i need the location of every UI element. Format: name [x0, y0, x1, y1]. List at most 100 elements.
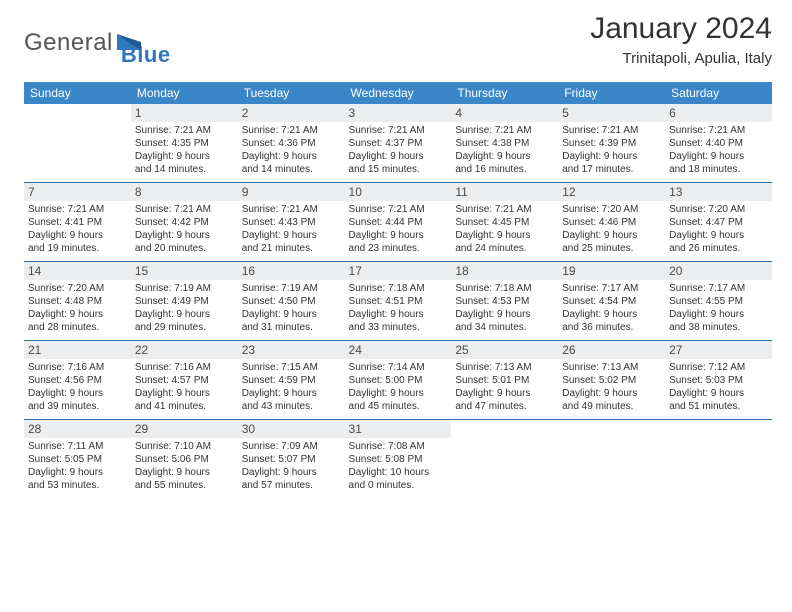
day-line: Sunset: 4:50 PM	[242, 295, 341, 308]
header-row: General Blue January 2024 Trinitapoli, A…	[24, 12, 772, 68]
day-line: and 55 minutes.	[135, 479, 234, 492]
day-number: 13	[665, 183, 772, 201]
day-line: Daylight: 9 hours	[135, 387, 234, 400]
calendar-cell: 30Sunrise: 7:09 AMSunset: 5:07 PMDayligh…	[238, 420, 345, 499]
day-line: Sunset: 4:42 PM	[135, 216, 234, 229]
day-line: Sunset: 4:35 PM	[135, 137, 234, 150]
calendar-cell: 13Sunrise: 7:20 AMSunset: 4:47 PMDayligh…	[665, 183, 772, 262]
day-line: Sunrise: 7:21 AM	[455, 124, 554, 137]
day-body: Sunrise: 7:21 AMSunset: 4:41 PMDaylight:…	[24, 201, 131, 261]
day-line: and 21 minutes.	[242, 242, 341, 255]
day-line: Sunrise: 7:21 AM	[135, 203, 234, 216]
day-line: Sunrise: 7:21 AM	[349, 124, 448, 137]
day-line: Sunrise: 7:08 AM	[349, 440, 448, 453]
calendar-cell	[665, 420, 772, 499]
day-line: Sunset: 4:59 PM	[242, 374, 341, 387]
day-line: Sunset: 4:40 PM	[669, 137, 768, 150]
calendar-cell: 3Sunrise: 7:21 AMSunset: 4:37 PMDaylight…	[345, 104, 452, 183]
day-line: and 39 minutes.	[28, 400, 127, 413]
day-number: 6	[665, 104, 772, 122]
day-line: Sunset: 4:48 PM	[28, 295, 127, 308]
calendar-cell: 6Sunrise: 7:21 AMSunset: 4:40 PMDaylight…	[665, 104, 772, 183]
day-number: 27	[665, 341, 772, 359]
day-number: 20	[665, 262, 772, 280]
calendar-cell: 10Sunrise: 7:21 AMSunset: 4:44 PMDayligh…	[345, 183, 452, 262]
day-line: and 53 minutes.	[28, 479, 127, 492]
day-number: 1	[131, 104, 238, 122]
day-number: 3	[345, 104, 452, 122]
weekday-header: Sunday	[24, 82, 131, 104]
day-line: Sunrise: 7:20 AM	[669, 203, 768, 216]
day-line: Sunset: 4:45 PM	[455, 216, 554, 229]
calendar-cell: 2Sunrise: 7:21 AMSunset: 4:36 PMDaylight…	[238, 104, 345, 183]
day-body: Sunrise: 7:21 AMSunset: 4:35 PMDaylight:…	[131, 122, 238, 182]
day-line: Sunset: 4:36 PM	[242, 137, 341, 150]
day-line: and 36 minutes.	[562, 321, 661, 334]
day-line: Daylight: 9 hours	[135, 308, 234, 321]
day-body: Sunrise: 7:19 AMSunset: 4:50 PMDaylight:…	[238, 280, 345, 340]
logo-triangle-icon	[117, 28, 141, 50]
day-line: and 26 minutes.	[669, 242, 768, 255]
day-number: 26	[558, 341, 665, 359]
day-line: Sunrise: 7:21 AM	[669, 124, 768, 137]
calendar-cell: 8Sunrise: 7:21 AMSunset: 4:42 PMDaylight…	[131, 183, 238, 262]
weekday-header: Monday	[131, 82, 238, 104]
calendar-cell: 23Sunrise: 7:15 AMSunset: 4:59 PMDayligh…	[238, 341, 345, 420]
day-number: 15	[131, 262, 238, 280]
day-line: Daylight: 9 hours	[28, 466, 127, 479]
day-body: Sunrise: 7:21 AMSunset: 4:38 PMDaylight:…	[451, 122, 558, 182]
day-number: 19	[558, 262, 665, 280]
day-line: Daylight: 9 hours	[135, 466, 234, 479]
day-line: Daylight: 9 hours	[242, 387, 341, 400]
day-number: 18	[451, 262, 558, 280]
calendar-cell: 14Sunrise: 7:20 AMSunset: 4:48 PMDayligh…	[24, 262, 131, 341]
day-line: and 45 minutes.	[349, 400, 448, 413]
calendar-cell: 26Sunrise: 7:13 AMSunset: 5:02 PMDayligh…	[558, 341, 665, 420]
day-line: and 49 minutes.	[562, 400, 661, 413]
day-number: 16	[238, 262, 345, 280]
calendar-week: 14Sunrise: 7:20 AMSunset: 4:48 PMDayligh…	[24, 262, 772, 341]
day-body: Sunrise: 7:21 AMSunset: 4:45 PMDaylight:…	[451, 201, 558, 261]
day-line: Sunset: 5:00 PM	[349, 374, 448, 387]
day-body: Sunrise: 7:18 AMSunset: 4:51 PMDaylight:…	[345, 280, 452, 340]
day-line: Sunrise: 7:20 AM	[28, 282, 127, 295]
day-number: 21	[24, 341, 131, 359]
calendar-cell: 12Sunrise: 7:20 AMSunset: 4:46 PMDayligh…	[558, 183, 665, 262]
day-line: Daylight: 9 hours	[455, 387, 554, 400]
calendar-cell: 11Sunrise: 7:21 AMSunset: 4:45 PMDayligh…	[451, 183, 558, 262]
day-body: Sunrise: 7:21 AMSunset: 4:43 PMDaylight:…	[238, 201, 345, 261]
day-line: and 31 minutes.	[242, 321, 341, 334]
calendar-cell: 29Sunrise: 7:10 AMSunset: 5:06 PMDayligh…	[131, 420, 238, 499]
calendar-cell: 20Sunrise: 7:17 AMSunset: 4:55 PMDayligh…	[665, 262, 772, 341]
calendar-cell: 21Sunrise: 7:16 AMSunset: 4:56 PMDayligh…	[24, 341, 131, 420]
logo-text-general: General	[24, 29, 113, 57]
weekday-header: Wednesday	[345, 82, 452, 104]
day-body: Sunrise: 7:21 AMSunset: 4:37 PMDaylight:…	[345, 122, 452, 182]
day-line: Sunrise: 7:12 AM	[669, 361, 768, 374]
day-line: Daylight: 9 hours	[562, 308, 661, 321]
day-line: and 16 minutes.	[455, 163, 554, 176]
day-line: Daylight: 9 hours	[349, 150, 448, 163]
day-line: and 51 minutes.	[669, 400, 768, 413]
day-line: Sunrise: 7:18 AM	[349, 282, 448, 295]
weekday-header: Friday	[558, 82, 665, 104]
day-line: and 34 minutes.	[455, 321, 554, 334]
day-number: 23	[238, 341, 345, 359]
day-line: and 15 minutes.	[349, 163, 448, 176]
day-line: Sunrise: 7:11 AM	[28, 440, 127, 453]
day-line: Sunset: 4:57 PM	[135, 374, 234, 387]
day-body: Sunrise: 7:20 AMSunset: 4:47 PMDaylight:…	[665, 201, 772, 261]
location: Trinitapoli, Apulia, Italy	[590, 50, 772, 67]
day-number: 24	[345, 341, 452, 359]
day-line: Sunrise: 7:09 AM	[242, 440, 341, 453]
day-body: Sunrise: 7:16 AMSunset: 4:57 PMDaylight:…	[131, 359, 238, 419]
day-line: and 14 minutes.	[135, 163, 234, 176]
calendar-cell: 22Sunrise: 7:16 AMSunset: 4:57 PMDayligh…	[131, 341, 238, 420]
day-number: 25	[451, 341, 558, 359]
day-line: and 14 minutes.	[242, 163, 341, 176]
calendar-cell: 9Sunrise: 7:21 AMSunset: 4:43 PMDaylight…	[238, 183, 345, 262]
day-line: Daylight: 9 hours	[669, 308, 768, 321]
day-line: and 33 minutes.	[349, 321, 448, 334]
day-line: Daylight: 9 hours	[242, 308, 341, 321]
day-line: Daylight: 9 hours	[135, 150, 234, 163]
